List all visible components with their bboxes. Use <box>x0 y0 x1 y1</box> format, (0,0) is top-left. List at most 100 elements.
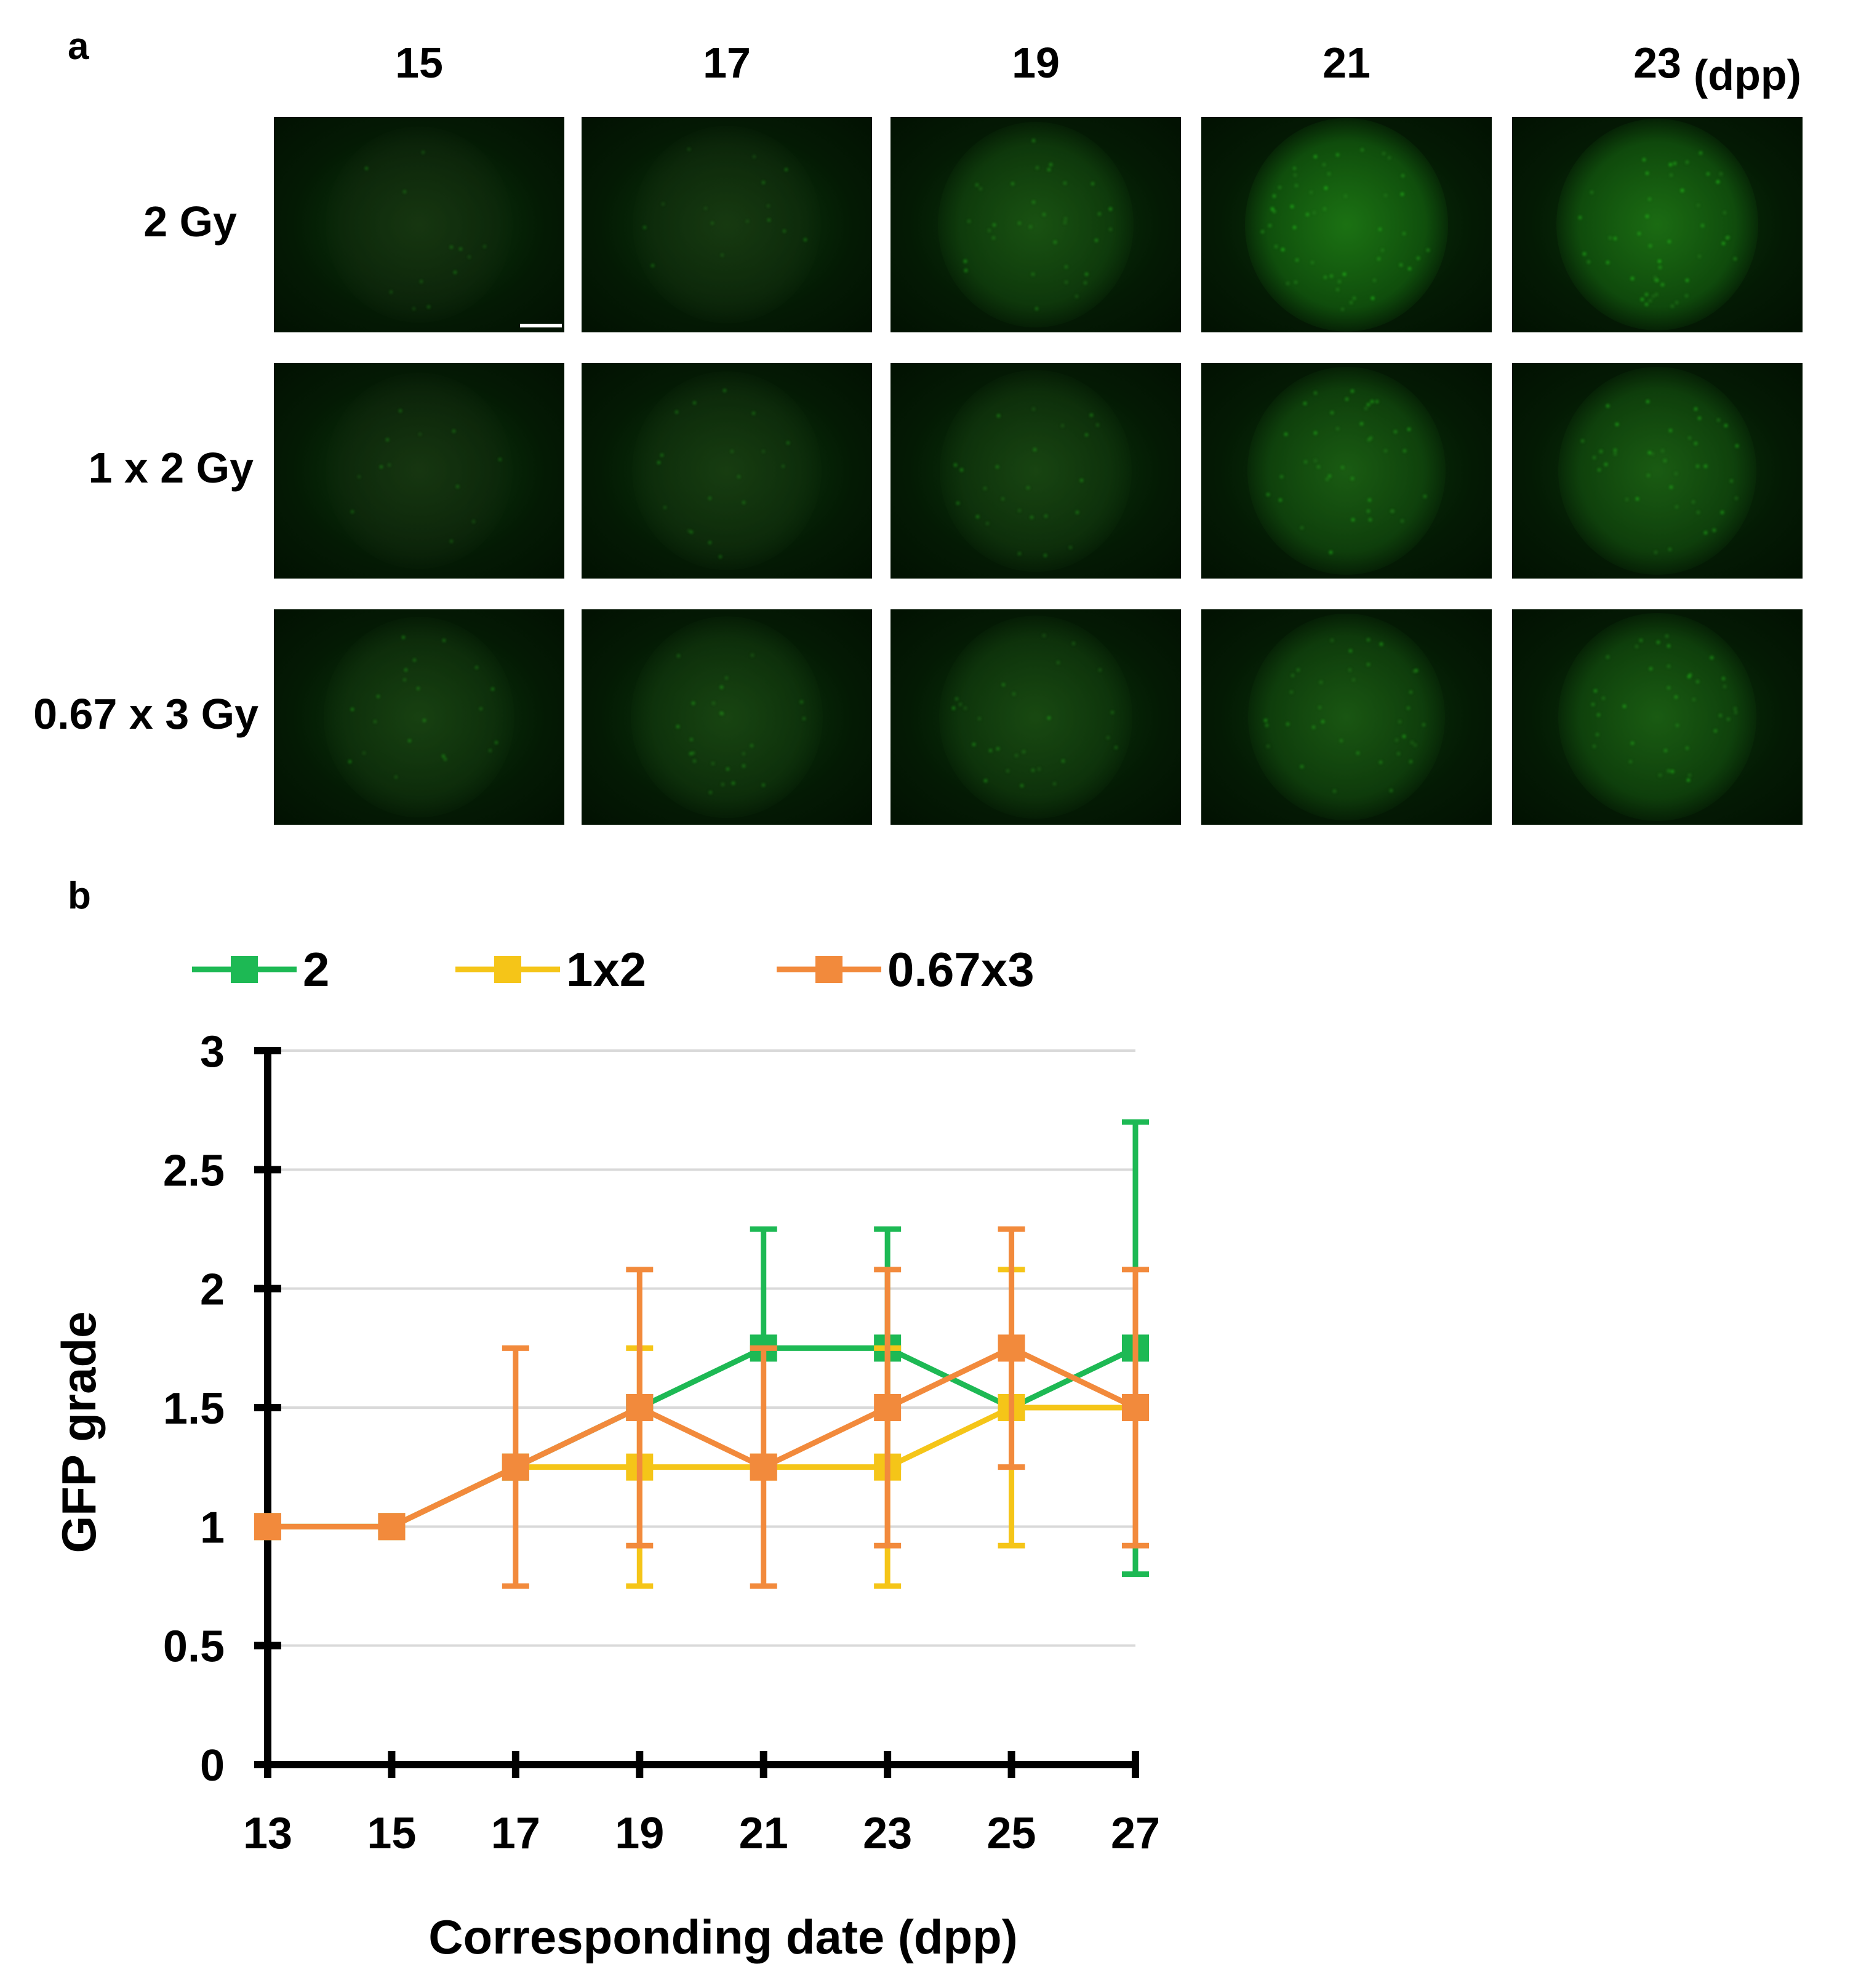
fluorescent-foci <box>1201 609 1203 611</box>
micrograph-2-0 <box>274 609 564 825</box>
tissue-spot <box>1558 366 1756 575</box>
legend-marker-1x2 <box>494 956 521 983</box>
fluorescent-texture <box>1201 117 1492 332</box>
column-label-17: 17 <box>703 39 751 87</box>
tissue-spot <box>1248 614 1445 820</box>
y-tick-label: 1.5 <box>163 1384 225 1433</box>
tissue-spot <box>939 615 1132 819</box>
tissue-spot <box>938 122 1134 327</box>
micrograph-1-0 <box>274 363 564 579</box>
y-tick-label: 0 <box>200 1741 225 1790</box>
legend-label-0.67x3: 0.67x3 <box>887 942 1035 996</box>
fluorescent-foci <box>890 363 892 365</box>
legend-label-2: 2 <box>303 942 329 996</box>
micrograph-2-3 <box>1201 609 1492 825</box>
scale-bar <box>520 324 562 327</box>
fluorescent-texture <box>274 363 564 579</box>
row-label-0: 2 Gy <box>143 198 237 246</box>
fluorescent-texture <box>582 117 872 332</box>
fluorescent-texture <box>890 363 1181 579</box>
tissue-spot <box>940 370 1132 572</box>
data-point-0.67x3 <box>378 1513 406 1541</box>
tissue-spot <box>326 372 513 569</box>
y-tick-label: 1 <box>200 1503 225 1552</box>
tissue-spot <box>1247 366 1446 575</box>
y-tick-label: 2 <box>200 1265 225 1315</box>
data-point-0.67x3 <box>502 1453 529 1481</box>
panel-a-label: a <box>68 25 89 68</box>
tissue-spot <box>631 616 823 818</box>
gfp-grade-chart: 0 0.5 1 1.5 2 2.5 3 13 15 17 19 21 23 25 27 Correspondi… <box>52 942 1160 1964</box>
x-axis-title: Corresponding date (dpp) <box>428 1910 1018 1964</box>
fluorescent-foci <box>1512 363 1514 365</box>
fluorescent-texture <box>1512 363 1803 579</box>
fluorescent-texture <box>582 363 872 579</box>
fluorescent-foci <box>274 363 276 365</box>
y-tick-label: 3 <box>200 1027 225 1076</box>
row-label-1: 1 x 2 Gy <box>88 444 254 492</box>
data-point-0.67x3 <box>626 1394 654 1421</box>
tissue-spot <box>1558 612 1756 822</box>
column-label-19: 19 <box>1012 39 1060 87</box>
fluorescent-texture <box>890 609 1181 825</box>
fluorescent-foci <box>582 363 583 365</box>
fluorescent-foci <box>582 117 583 119</box>
column-label-15: 15 <box>395 39 443 87</box>
data-point-0.67x3 <box>1122 1394 1149 1421</box>
tissue-spot <box>324 617 514 817</box>
tissue-spot <box>633 126 821 324</box>
tissue-spot <box>1556 118 1758 331</box>
column-unit-label: (dpp) <box>1694 51 1801 99</box>
micrograph-0-4 <box>1512 117 1803 332</box>
micrograph-0-0 <box>274 117 564 332</box>
micrograph-1-2 <box>890 363 1181 579</box>
data-point-0.67x3 <box>254 1513 281 1541</box>
fluorescent-foci <box>1512 117 1514 119</box>
data-point-0.67x3 <box>874 1394 902 1421</box>
fluorescent-foci <box>1201 117 1203 119</box>
fluorescent-foci <box>274 609 276 611</box>
x-tick-label: 27 <box>1111 1809 1160 1858</box>
micrograph-2-1 <box>582 609 872 825</box>
fluorescent-texture <box>1201 363 1492 579</box>
tissue-spot <box>1245 118 1448 332</box>
x-tick-label: 21 <box>739 1809 788 1858</box>
fluorescent-foci <box>1201 363 1203 365</box>
x-tick-label: 25 <box>987 1809 1036 1858</box>
micrograph-2-2 <box>890 609 1181 825</box>
y-axis-title: GFP grade <box>52 1311 106 1553</box>
micrograph-2-4 <box>1512 609 1803 825</box>
fluorescent-foci <box>890 117 892 119</box>
fluorescent-foci <box>582 609 583 611</box>
fluorescent-foci <box>1512 609 1514 611</box>
y-tick-label: 2.5 <box>163 1146 225 1195</box>
fluorescent-foci <box>890 609 892 611</box>
column-label-21: 21 <box>1323 39 1371 87</box>
x-tick-label: 17 <box>491 1809 540 1858</box>
fluorescent-texture <box>1201 609 1492 825</box>
fluorescent-texture <box>274 609 564 825</box>
micrograph-1-4 <box>1512 363 1803 579</box>
micrograph-1-3 <box>1201 363 1492 579</box>
series-line-0.67x3 <box>268 1345 1137 1529</box>
data-point-0.67x3 <box>750 1453 777 1481</box>
x-tick-label: 19 <box>615 1809 664 1858</box>
legend-label-1x2: 1x2 <box>566 942 646 996</box>
fluorescent-texture <box>1512 117 1803 332</box>
x-tick-label: 15 <box>367 1809 416 1858</box>
data-point-0.67x3 <box>998 1334 1025 1362</box>
legend-marker-0.67x3 <box>815 956 842 983</box>
fluorescent-texture <box>274 117 564 332</box>
fluorescent-texture <box>1512 609 1803 825</box>
column-label-23: 23 <box>1633 39 1681 87</box>
fluorescent-texture <box>582 609 872 825</box>
tissue-spot <box>326 126 513 323</box>
micrograph-0-3 <box>1201 117 1492 332</box>
legend-marker-2 <box>231 956 258 983</box>
tissue-spot <box>632 371 822 571</box>
micrograph-0-2 <box>890 117 1181 332</box>
micrograph-0-1 <box>582 117 872 332</box>
fluorescent-foci <box>274 117 276 119</box>
micrograph-1-1 <box>582 363 872 579</box>
x-tick-label: 13 <box>243 1809 292 1858</box>
